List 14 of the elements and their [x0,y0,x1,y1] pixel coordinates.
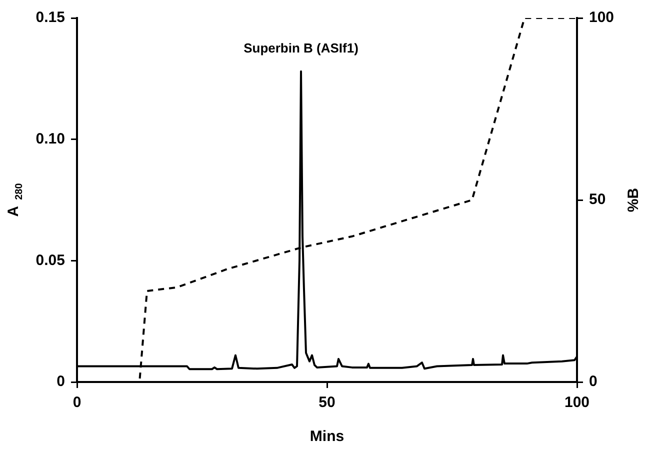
y2-tick-label: 100 [589,9,614,26]
y-tick-label: 0 [56,373,65,390]
y-tick-label: 0.05 [36,252,65,269]
y2-tick-label: 0 [589,373,598,390]
x-tick-label: 0 [72,394,82,412]
y2-tick-label: 50 [589,191,606,208]
x-tick-label: 100 [564,394,590,412]
y2-axis-title: %B [625,188,642,212]
annotation: Superbin B (ASIf1) [244,40,358,56]
x-axis-title: Mins [310,428,344,446]
y-axis-title: A280 [5,182,25,217]
y-tick-label: 0.10 [36,130,65,148]
x-tick-label: 50 [318,394,336,412]
y-tick-label: 0.15 [36,9,65,26]
